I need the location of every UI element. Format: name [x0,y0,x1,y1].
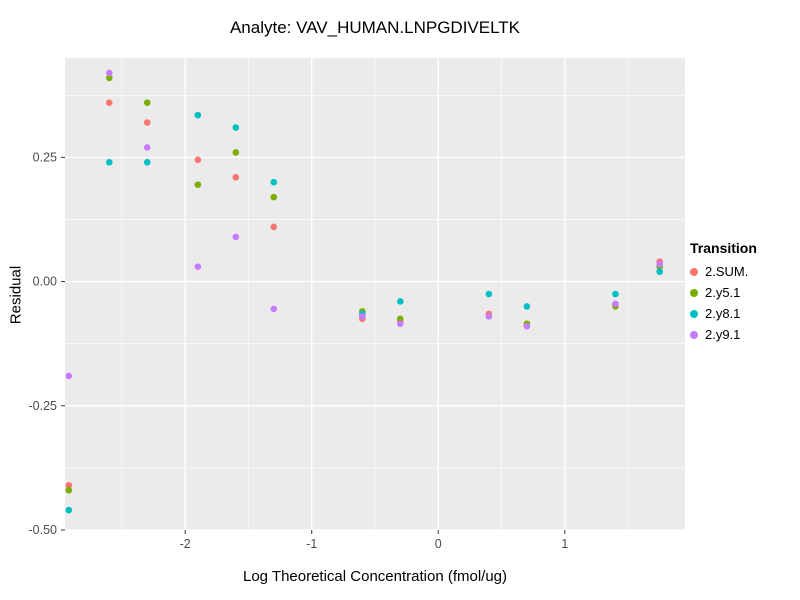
chart-title: Analyte: VAV_HUMAN.LNPGDIVELTK [229,18,521,37]
legend-color-dot [690,288,698,297]
data-point [232,124,240,131]
y-tick-label: -0.50 [29,523,58,537]
legend-item: 2.y9.1 [690,327,757,342]
data-point [232,233,240,241]
x-tick-label: -2 [180,537,191,551]
data-point [65,486,73,494]
y-axis-title: Residual [7,265,25,325]
data-point [232,173,240,181]
legend-title: Transition [690,240,757,256]
data-point [612,290,619,298]
data-point [612,300,619,308]
data-point [397,320,404,328]
x-tick-label: 0 [435,537,442,551]
legend-item-label: 2.y5.1 [705,285,741,300]
legend-item: 2.y8.1 [690,306,757,321]
data-point [105,74,113,82]
data-point [65,506,73,514]
legend-color-dot [690,267,698,276]
data-point [397,315,404,323]
data-point [485,313,493,320]
legend-item: 2.SUM. [690,264,757,279]
y-tick-label: -0.25 [29,399,58,413]
legend-items: 2.SUM. 2.y5.1 2.y8.1 2.y9.1 [690,264,757,342]
y-tick-label: 0.25 [33,150,57,164]
data-point [105,99,113,107]
x-tick-label: -1 [306,537,317,551]
data-point [397,298,404,305]
data-point [232,149,240,156]
legend-item-label: 2.y9.1 [705,327,741,342]
data-point [270,193,278,201]
data-point [485,290,493,298]
data-point [270,178,278,186]
data-point [65,372,73,380]
y-tick-label: 0.00 [33,275,57,289]
data-point [65,481,73,489]
legend-item-label: 2.y8.1 [705,306,741,321]
data-point [194,111,202,119]
data-point [143,99,151,107]
data-point [143,159,151,166]
data-point [359,313,366,320]
data-point [143,144,151,151]
data-point [194,156,202,164]
legend: Transition 2.SUM. 2.y5.1 2.y8.1 2.y9.1 [690,240,757,348]
legend-item: 2.y5.1 [690,285,757,300]
data-point [143,119,151,126]
data-point [194,263,202,270]
legend-color-dot [690,330,698,339]
legend-item-label: 2.SUM. [705,264,749,279]
x-axis-title: Log Theoretical Concentration (fmol/ug) [242,568,508,585]
x-tick-label: 1 [561,537,568,551]
data-point [270,305,278,313]
data-point [105,159,113,166]
data-point [656,268,663,275]
data-point [523,303,531,310]
points-layer [65,69,663,514]
data-point [270,223,278,231]
data-point [656,260,663,268]
legend-color-dot [690,309,698,318]
data-point [105,69,113,77]
data-point [194,181,202,188]
data-point [523,322,531,330]
